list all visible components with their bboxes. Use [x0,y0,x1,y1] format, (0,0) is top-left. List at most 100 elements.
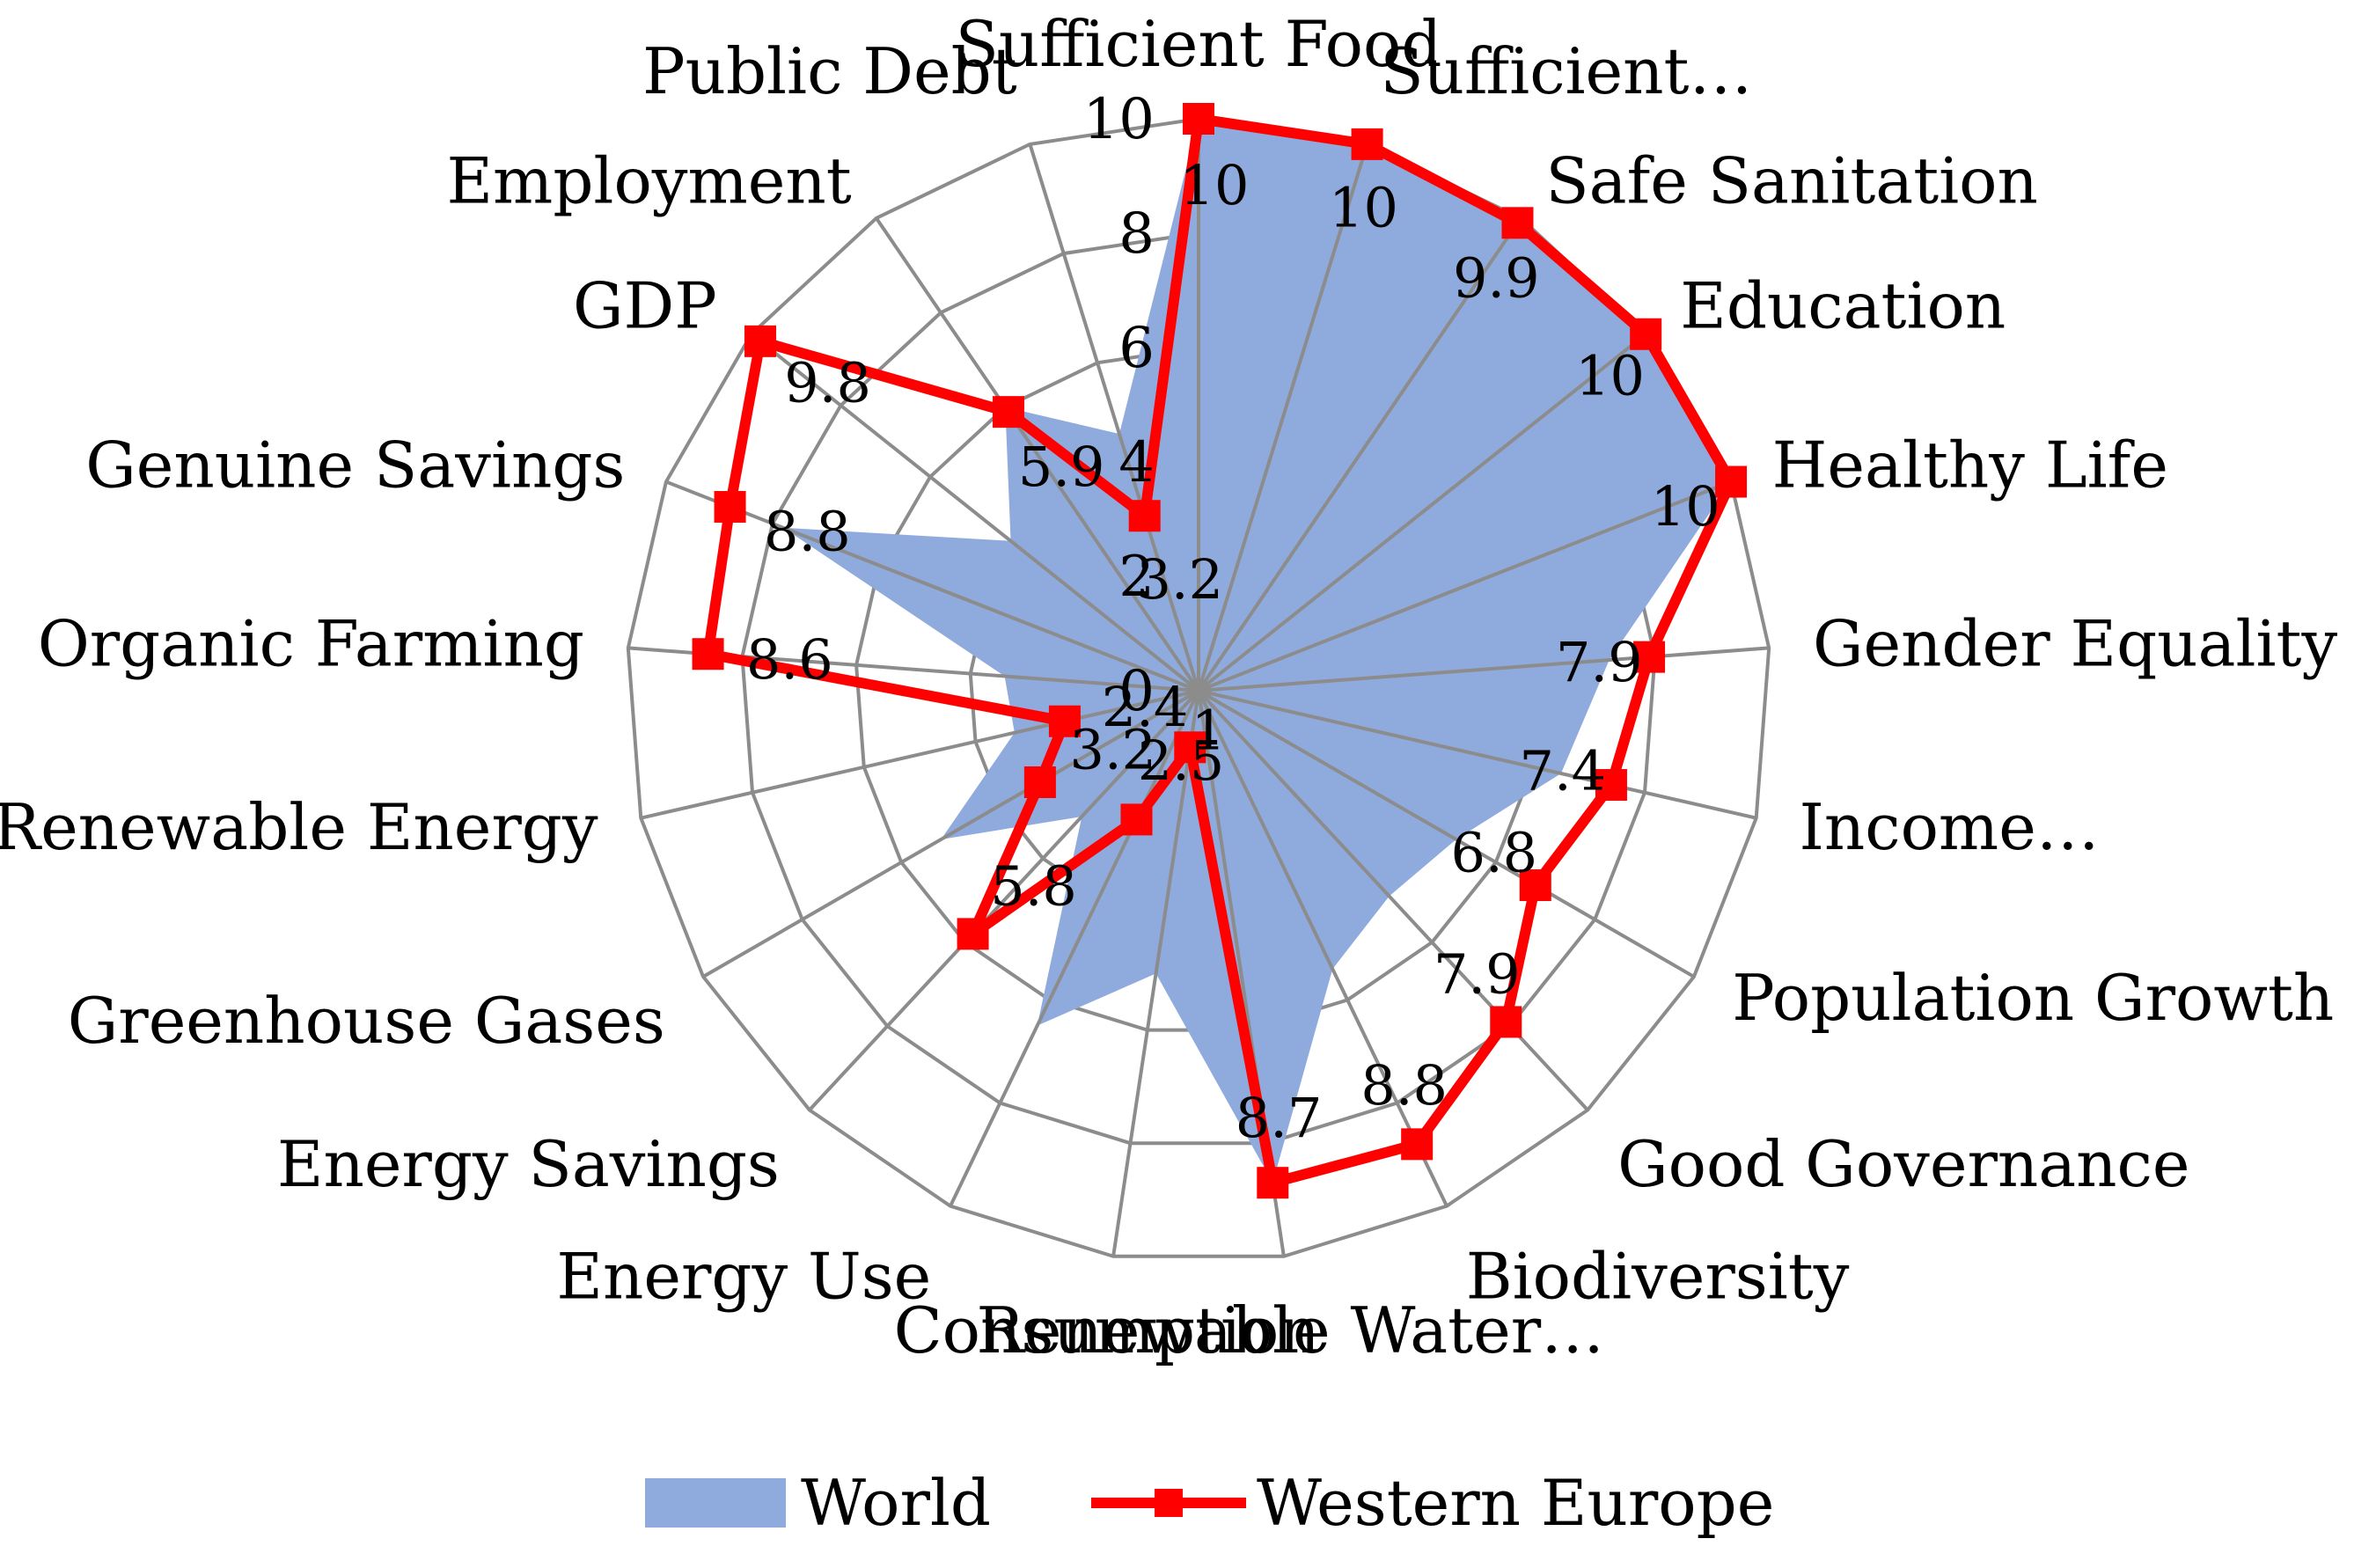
legend-label-world: World [801,1466,991,1540]
data-label-18: 8.8 [764,499,851,563]
category-label-19: GDP [573,269,717,343]
data-label-3: 9.9 [1453,245,1540,310]
category-label-11: Renewable Water… [977,1293,1605,1367]
data-label-10: 8.8 [1360,1053,1448,1117]
data-label-14: 5.8 [990,854,1077,918]
western-europe-marker-12 [1174,731,1206,764]
category-label-16: Renewable Energy [0,790,598,864]
spoke-10 [1197,690,1448,1207]
western-europe-marker-9 [1490,1006,1522,1038]
western-europe-marker-21 [1128,500,1161,532]
category-label-4: Education [1680,269,2006,343]
legend-swatch-world [645,1478,786,1528]
data-label-7: 7.4 [1520,738,1607,802]
radar-spokes [627,119,1770,1257]
spoke-12 [1111,690,1200,1257]
category-label-5: Healthy Life [1772,428,2168,502]
data-label-19: 9.8 [784,351,871,415]
category-label-9: Good Governance [1617,1127,2189,1201]
data-label-16: 2.4 [1102,675,1189,739]
category-label-21: Public Debt [642,34,1017,108]
tick-label-2: 2 [1118,545,1155,610]
western-europe-marker-17 [692,638,724,670]
world-area [783,119,1732,1183]
data-label-15: 3.2 [1070,718,1157,782]
category-label-1: Sufficient Food [956,7,1442,81]
western-europe-marker-13 [1120,803,1153,836]
western-europe-marker-15 [1023,766,1056,798]
spoke-20 [875,216,1200,692]
western-europe-marker-19 [744,325,776,357]
data-label-9: 7.9 [1434,942,1521,1006]
western-europe-marker-6 [1633,641,1666,673]
data-label-17: 8.6 [746,627,833,692]
western-europe-marker-3 [1501,207,1534,239]
spoke-9 [1197,689,1589,1111]
data-label-4: 10 [1575,343,1645,407]
category-label-20: Employment [447,144,852,218]
data-label-1: 10 [1180,153,1250,217]
legend-marker-western-europe [1155,1489,1183,1517]
spoke-8 [1197,689,1695,978]
category-label-3: Safe Sanitation [1545,144,2038,218]
legend-label-western-europe: Western Europe [1257,1466,1774,1540]
spoke-6 [1198,646,1770,692]
spoke-4 [1197,333,1647,692]
spoke-16 [640,689,1199,820]
tick-label-8: 8 [1118,201,1155,267]
spoke-7 [1198,689,1757,820]
data-label-5: 10 [1651,474,1720,539]
western-europe-marker-18 [714,491,746,524]
category-label-8: Population Growth [1732,961,2334,1035]
data-label-12: 1 [1192,698,1226,762]
category-label-7: Income… [1799,790,2099,864]
data-label-13: 2.5 [1138,729,1225,793]
category-label-6: Gender Equality [1813,607,2337,681]
western-europe-marker-5 [1715,465,1748,498]
category-label-12: Consumption [894,1293,1320,1367]
data-label-8: 6.8 [1451,821,1538,885]
western-europe-marker-8 [1519,869,1551,901]
radial-tick-labels: 0 2 4 6 8 10 [1083,87,1155,724]
category-label-15: Greenhouse Gases [68,984,665,1058]
western-europe-marker-2 [1351,128,1383,160]
western-europe-marker-7 [1595,769,1627,802]
spoke-19 [750,333,1200,692]
spoke-14 [808,689,1200,1111]
western-europe-marker-20 [992,396,1024,429]
category-label-17: Organic Farming [38,607,584,681]
western-europe-series [692,103,1748,1199]
data-label-11: 8.7 [1236,1086,1323,1150]
category-label-13: Energy Use [556,1240,931,1314]
category-label-2: Sufficient… [1380,34,1752,108]
western-europe-marker-11 [1257,1167,1289,1199]
world-series-area [783,119,1732,1183]
spoke-21 [1028,143,1200,692]
western-europe-marker-4 [1630,318,1662,350]
spoke-15 [702,689,1200,978]
western-europe-line [701,113,1737,1190]
western-europe-marker-16 [1048,705,1081,737]
tick-label-6: 6 [1118,316,1155,381]
tick-label-0: 0 [1118,659,1155,724]
spoke-3 [1197,216,1522,692]
western-europe-marker-14 [957,918,989,950]
legend: World Western Europe [645,1466,1774,1540]
data-label-6: 7.9 [1556,630,1643,694]
western-europe-marker-10 [1401,1128,1434,1161]
data-label-2: 10 [1329,176,1398,240]
category-label-18: Genuine Savings [85,428,625,502]
data-labels: 10 109.910107.97.46.87.98.88.712.55.83.22… [746,153,1720,1150]
tick-label-4: 4 [1118,430,1155,495]
data-label-20: 5.9 [1018,435,1105,499]
category-label-10: Biodiversity [1466,1240,1850,1314]
spoke-18 [665,480,1199,692]
western-europe-marker-1 [1183,103,1214,135]
spoke-5 [1198,480,1732,692]
tick-label-10: 10 [1083,87,1155,152]
spoke-2 [1197,143,1369,692]
category-label-14: Energy Savings [277,1127,780,1201]
spoke-13 [949,690,1200,1207]
